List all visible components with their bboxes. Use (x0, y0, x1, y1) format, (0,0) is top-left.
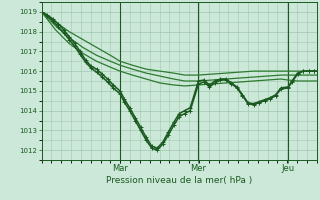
X-axis label: Pression niveau de la mer( hPa ): Pression niveau de la mer( hPa ) (106, 176, 252, 185)
